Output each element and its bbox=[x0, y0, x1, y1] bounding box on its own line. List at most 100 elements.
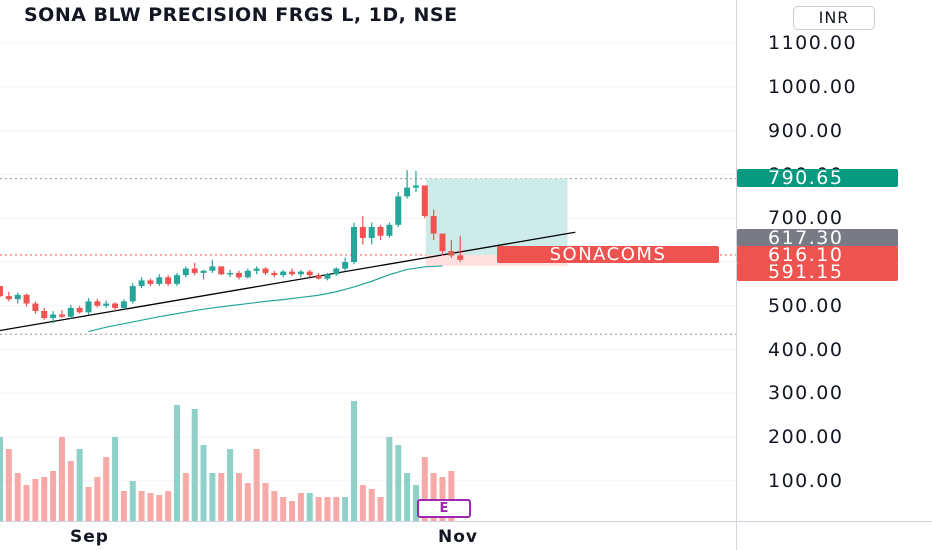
volume-bar bbox=[386, 437, 393, 521]
time-axis-divider bbox=[0, 521, 932, 522]
candle-body bbox=[200, 270, 207, 273]
candle-body bbox=[271, 272, 278, 276]
y-tick-label: 200.00 bbox=[768, 426, 844, 448]
volume-bar bbox=[412, 485, 419, 521]
candle-body bbox=[377, 227, 384, 236]
candle-body bbox=[209, 266, 216, 271]
volume-bar bbox=[32, 479, 39, 521]
symbol-label: SONACOMS bbox=[497, 246, 719, 264]
volume-bar bbox=[315, 497, 322, 521]
candle-body bbox=[174, 275, 180, 284]
volume-bar bbox=[351, 401, 357, 521]
volume-bar bbox=[306, 493, 313, 521]
volume-bar bbox=[227, 449, 234, 521]
trendline bbox=[0, 231, 576, 332]
volume-bar bbox=[368, 489, 375, 521]
candle-body bbox=[297, 271, 304, 275]
candle-body bbox=[5, 296, 12, 300]
candle-body bbox=[404, 187, 411, 197]
volume-bar bbox=[5, 449, 12, 521]
candle-body bbox=[218, 266, 225, 275]
y-tick-label: 700.00 bbox=[768, 207, 844, 230]
candle-body bbox=[244, 270, 251, 278]
volume-bar bbox=[94, 477, 101, 521]
candle-body bbox=[412, 185, 419, 188]
candle-body bbox=[76, 307, 83, 313]
currency-button[interactable]: INR bbox=[793, 6, 875, 30]
y-tick-label: 100.00 bbox=[768, 469, 844, 492]
y-tick-label: 1000.00 bbox=[768, 76, 858, 98]
volume-bar bbox=[209, 473, 216, 521]
volume-bar bbox=[244, 483, 251, 521]
candle-body bbox=[50, 314, 57, 318]
candle-body bbox=[386, 224, 393, 236]
candle-body bbox=[235, 272, 242, 278]
candle-body bbox=[58, 314, 65, 317]
volume-bar bbox=[0, 437, 3, 521]
candle-body bbox=[138, 280, 145, 287]
volume-bar bbox=[182, 473, 189, 521]
volume-bar bbox=[41, 477, 48, 521]
candle-body bbox=[253, 268, 260, 271]
volume-bar bbox=[76, 449, 83, 521]
candle-body bbox=[315, 275, 322, 279]
stop-zone bbox=[425, 254, 568, 266]
last-price-label: 617.30 bbox=[737, 229, 898, 248]
y-tick-label: 1100.00 bbox=[768, 32, 858, 55]
volume-bar bbox=[271, 491, 278, 521]
candle-body bbox=[306, 271, 313, 276]
volume-bar bbox=[138, 491, 145, 521]
volume-bar bbox=[289, 501, 296, 521]
volume-bar bbox=[147, 493, 154, 521]
candle-body bbox=[191, 268, 198, 273]
volume-bar bbox=[218, 473, 225, 521]
volume-bar bbox=[58, 437, 65, 521]
y-tick-label: 400.00 bbox=[768, 338, 844, 361]
candle-body bbox=[129, 286, 136, 302]
volume-bar bbox=[174, 405, 180, 521]
y-tick-label: 900.00 bbox=[768, 119, 844, 142]
candle-body bbox=[457, 255, 464, 260]
volume-bar bbox=[165, 491, 172, 521]
volume-bar bbox=[297, 493, 304, 521]
candle-body bbox=[289, 271, 296, 275]
candle-body bbox=[67, 307, 74, 317]
candle-body bbox=[85, 301, 92, 313]
moving-average-line bbox=[88, 265, 443, 333]
candle-body bbox=[262, 268, 269, 273]
candle-body bbox=[14, 294, 21, 300]
candle-body bbox=[165, 277, 172, 284]
volume-bar bbox=[191, 409, 198, 521]
volume-bar bbox=[50, 471, 57, 521]
candle-body bbox=[333, 268, 340, 275]
volume-bar bbox=[430, 473, 437, 521]
x-tick-sep: Sep bbox=[70, 527, 109, 547]
earnings-badge[interactable]: E bbox=[417, 499, 471, 518]
volume-bar bbox=[112, 437, 119, 521]
candle-body bbox=[120, 301, 127, 308]
candle-body bbox=[395, 196, 402, 225]
volume-bar bbox=[129, 481, 136, 521]
candle-body bbox=[32, 303, 39, 311]
candle-body bbox=[103, 303, 110, 306]
volume-bar bbox=[14, 473, 21, 521]
volume-bar bbox=[200, 445, 207, 521]
candle-body bbox=[430, 216, 437, 234]
candle-body bbox=[324, 274, 331, 279]
candle-body bbox=[351, 227, 357, 262]
volume-bar bbox=[359, 485, 366, 521]
volume-bar bbox=[253, 449, 260, 521]
candle-body bbox=[0, 286, 3, 297]
volume-bar bbox=[377, 497, 384, 521]
candle-body bbox=[342, 262, 349, 269]
volume-bar bbox=[395, 445, 402, 521]
candle-body bbox=[280, 271, 287, 276]
candle-body bbox=[448, 251, 455, 256]
candle-body bbox=[368, 227, 375, 238]
candle-body bbox=[156, 277, 163, 284]
volume-bar bbox=[448, 471, 455, 521]
volume-bar bbox=[235, 473, 242, 521]
candle-body bbox=[421, 185, 428, 217]
target-price-label: 790.65 bbox=[737, 169, 898, 188]
